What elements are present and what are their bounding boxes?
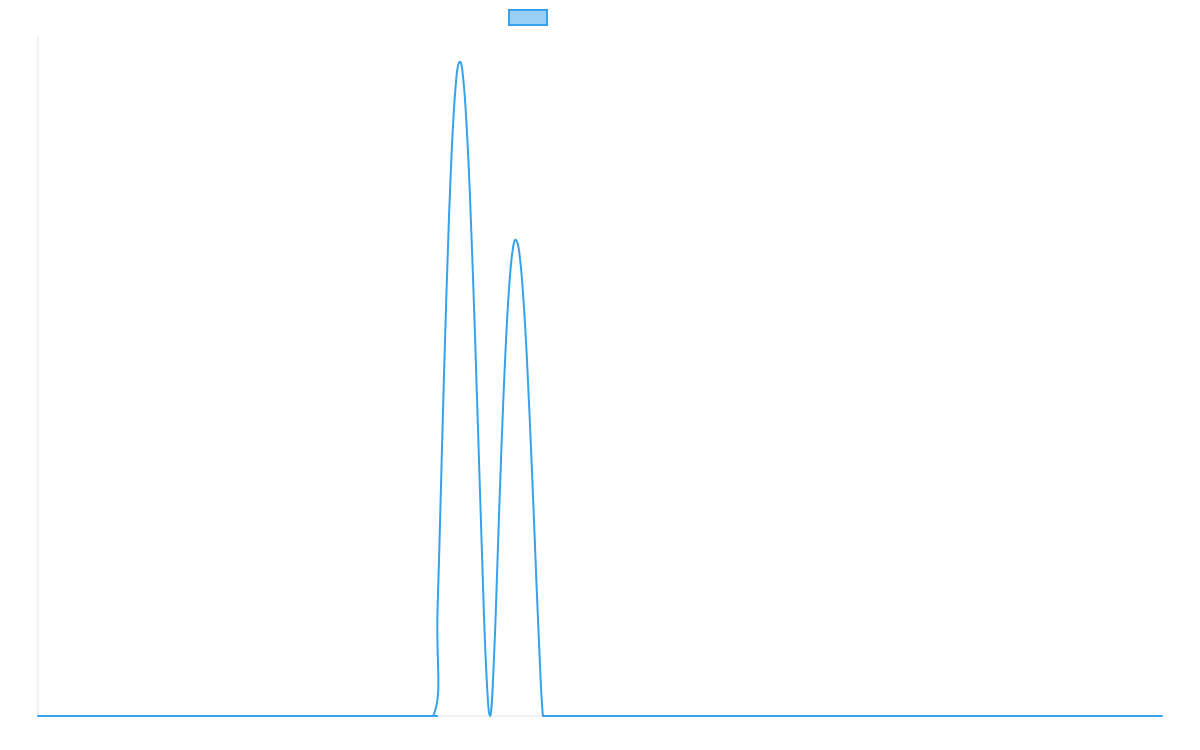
plot-area bbox=[37, 60, 1163, 718]
series-line bbox=[37, 60, 1163, 718]
legend bbox=[508, 9, 548, 26]
axes bbox=[37, 36, 1162, 717]
legend-swatch[interactable] bbox=[508, 9, 548, 26]
legend-item[interactable] bbox=[508, 9, 548, 26]
